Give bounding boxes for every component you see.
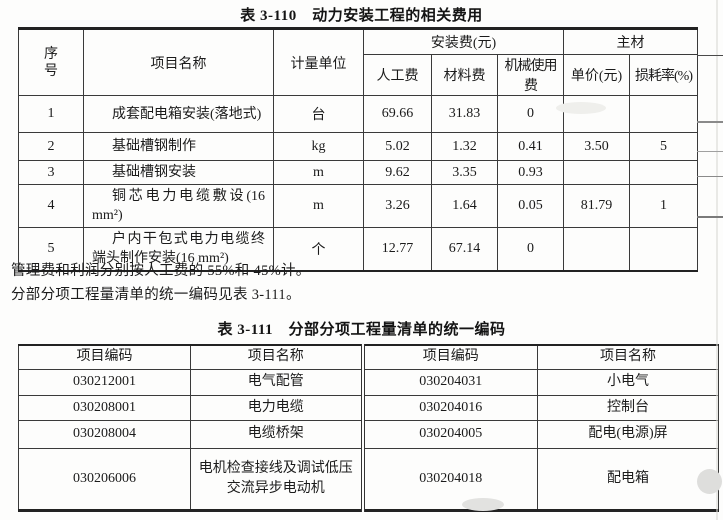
note-management-fee: 管理费和利润分别按人工费的 55%和 45%计。 [11,263,311,279]
table-row: 030206006 电机检查接线及调试低压交流异步电动机 030204018 配… [18,447,719,511]
col-header-main-material-group: 主材 [563,28,698,55]
cell-labor: 69.66 [363,95,432,133]
scan-artifact-line [697,151,723,152]
cell-unit: 个 [273,227,364,272]
col-header-name-left: 项目名称 [190,344,363,370]
table-row: 3 基础槽钢安装 m 9.62 3.35 0.93 [18,160,698,185]
cell-machine: 0.93 [497,160,564,185]
seq-header-label: 序号 [44,46,58,79]
col-header-name: 项目名称 [83,28,274,96]
table-row: 030212001 电气配管 030204031 小电气 [18,368,719,396]
cell-item-name: 基础槽钢安装 [83,160,274,185]
cell-labor: 5.02 [363,132,432,161]
cell-material: 67.14 [431,227,498,272]
cell-labor: 12.77 [363,227,432,272]
col-header-unit-price: 单价(元) [563,54,630,96]
cell-unit: m [273,184,364,228]
cell-loss-rate: 1 [629,184,698,228]
table-110-title: 表 3-110 动力安装工程的相关费用 [240,8,483,24]
cell-seq: 1 [18,95,84,133]
col-header-machine: 机械使用费 [497,54,564,96]
cell-unit-price: 3.50 [563,132,630,161]
col-header-install-fee-group: 安装费(元) [363,28,564,55]
cell-item-name: 铜芯电力电缆敷设(16 mm²) [83,184,274,228]
table-3-110: 序号 项目名称 计量单位 安装费(元) 主材 人工费 材料费 机械使用费 单价(… [18,27,698,272]
col-header-code-right: 项目编码 [360,344,538,370]
table-row: 030208001 电力电缆 030204016 控制台 [18,394,719,421]
cell-material: 1.32 [431,132,498,161]
table-3-111: 项目编码 项目名称 项目编码 项目名称 030212001 电气配管 03020… [18,344,719,512]
scan-artifact-line [697,216,723,218]
table-111-title: 表 3-111 分部分项工程量清单的统一编码 [217,322,506,338]
cell-unit-price [563,227,630,272]
col-header-unit: 计量单位 [273,28,364,96]
cell-name: 配电箱 [537,447,719,511]
table-row: 4 铜芯电力电缆敷设(16 mm²) m 3.26 1.64 0.05 81.7… [18,184,698,228]
cell-loss-rate [629,227,698,272]
col-header-material: 材料费 [431,54,498,96]
header-row-sub: 人工费 材料费 机械使用费 单价(元) 损耗率(%) [19,54,698,96]
cell-name: 小电气 [537,368,719,396]
cell-code: 030206006 [18,447,191,511]
scan-artifact-line [697,55,723,56]
cell-name: 电力电缆 [190,394,363,421]
cell-machine: 0.41 [497,132,564,161]
scan-artifact-line [697,121,723,123]
cell-machine: 0.05 [497,184,564,228]
cell-material: 31.83 [431,95,498,133]
cell-unit-price [563,95,630,133]
cell-unit: kg [273,132,364,161]
cell-code: 030204018 [360,447,538,511]
cell-seq: 3 [18,160,84,185]
cell-name: 电机检查接线及调试低压交流异步电动机 [190,447,363,511]
cell-item-name: 基础槽钢制作 [83,132,274,161]
table-row: 2 基础槽钢制作 kg 5.02 1.32 0.41 3.50 5 [18,132,698,161]
note-coding-reference: 分部分项工程量清单的统一编码见表 3-111。 [11,286,301,303]
cell-material: 1.64 [431,184,498,228]
cell-code: 030204005 [360,419,538,449]
cell-loss-rate [629,160,698,185]
header-row-groups: 序号 项目名称 计量单位 安装费(元) 主材 [18,28,698,96]
col-header-loss-rate: 损耗率(%) [629,54,698,96]
col-header-labor: 人工费 [363,54,432,96]
header-row: 项目编码 项目名称 项目编码 项目名称 [18,344,719,370]
scan-artifact-line [697,176,723,177]
cell-unit: m [273,160,364,185]
notes-block: 管理费和利润分别按人工费的 55%和 45%计。 分部分项工程量清单的统一编码见… [11,260,311,307]
cell-name: 控制台 [537,394,719,421]
col-header-name-right: 项目名称 [537,344,719,370]
cell-unit-price [563,160,630,185]
cell-seq: 5 [18,227,84,272]
cell-seq: 2 [18,132,84,161]
cell-name: 电气配管 [190,368,363,396]
cell-loss-rate [629,95,698,133]
cell-name: 配电(电源)屏 [537,419,719,449]
cell-machine: 0 [497,95,564,133]
cell-name: 电缆桥架 [190,419,363,449]
cell-seq: 4 [18,184,84,228]
cell-code: 030204031 [360,368,538,396]
cell-code: 030212001 [18,368,191,396]
cell-loss-rate: 5 [629,132,698,161]
cell-unit-price: 81.79 [563,184,630,228]
cell-code: 030208001 [18,394,191,421]
table-row: 030208004 电缆桥架 030204005 配电(电源)屏 [18,419,719,449]
cell-code: 030204016 [360,394,538,421]
cell-labor: 3.26 [363,184,432,228]
table-row: 5 户内干包式电力电缆终端头制作安装(16 mm²) 个 12.77 67.14… [18,227,698,272]
cell-machine: 0 [497,227,564,272]
cell-item-name: 成套配电箱安装(落地式) [83,95,274,133]
cell-labor: 9.62 [363,160,432,185]
cell-material: 3.35 [431,160,498,185]
cell-item-name: 户内干包式电力电缆终端头制作安装(16 mm²) [83,227,274,272]
cell-code: 030208004 [18,419,191,449]
cell-unit: 台 [273,95,364,133]
table-row: 1 成套配电箱安装(落地式) 台 69.66 31.83 0 [18,95,698,133]
col-header-seq: 序号 [18,28,84,96]
col-header-code-left: 项目编码 [18,344,191,370]
